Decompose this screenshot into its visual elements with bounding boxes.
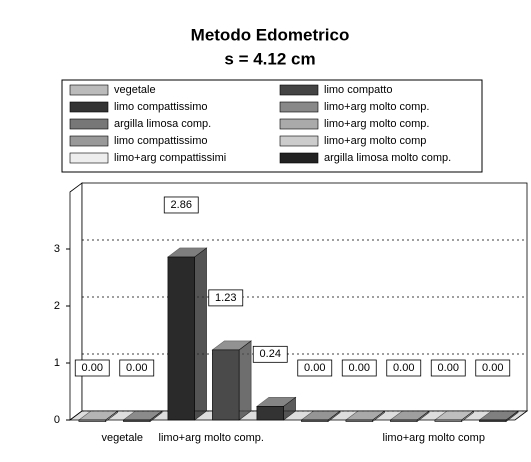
legend-box bbox=[61, 79, 483, 173]
value-label-box bbox=[208, 289, 244, 307]
value-label-box bbox=[475, 359, 511, 377]
value-label-box bbox=[119, 359, 155, 377]
bar bbox=[167, 256, 195, 421]
legend-swatch bbox=[279, 135, 319, 147]
chart-title: Metodo Edometrico bbox=[191, 25, 350, 44]
legend-label: limo+arg molto comp bbox=[324, 135, 426, 147]
value-label: 0.00 bbox=[82, 362, 103, 374]
legend-swatch bbox=[279, 84, 319, 96]
legend-swatch bbox=[69, 135, 109, 147]
bar bbox=[123, 419, 151, 422]
y-tick-label: 0 bbox=[54, 414, 60, 426]
value-label: 0.00 bbox=[438, 362, 459, 374]
legend-swatch bbox=[279, 152, 319, 164]
value-label: 0.24 bbox=[260, 348, 281, 360]
value-label: 2.86 bbox=[171, 199, 192, 211]
x-tick-label: limo+arg molto comp bbox=[383, 432, 485, 444]
bar bbox=[434, 419, 462, 422]
value-label: 0.00 bbox=[304, 362, 325, 374]
value-label-box bbox=[163, 196, 199, 214]
value-label-box bbox=[74, 359, 110, 377]
value-label-box bbox=[430, 359, 466, 377]
bar-side bbox=[238, 340, 252, 421]
legend-swatch bbox=[69, 152, 109, 164]
legend-label: limo compattissimo bbox=[114, 135, 208, 147]
value-label-box bbox=[386, 359, 422, 377]
y-tick-label: 2 bbox=[54, 300, 60, 312]
legend-label: limo compattissimo bbox=[114, 101, 208, 113]
chart-subtitle: s = 4.12 cm bbox=[224, 49, 315, 68]
legend-label: argilla limosa comp. bbox=[114, 118, 211, 130]
legend-label: limo+arg molto comp. bbox=[324, 101, 429, 113]
value-label-box bbox=[297, 359, 333, 377]
legend-swatch bbox=[69, 101, 109, 113]
y-tick-label: 3 bbox=[54, 243, 60, 255]
legend-label: argilla limosa molto comp. bbox=[324, 152, 451, 164]
legend-label: vegetale bbox=[114, 84, 156, 96]
bar bbox=[390, 419, 418, 422]
x-tick-label: vegetale bbox=[101, 432, 143, 444]
legend-label: limo compatto bbox=[324, 84, 392, 96]
value-label: 0.00 bbox=[482, 362, 503, 374]
bar bbox=[479, 419, 507, 422]
bar bbox=[345, 419, 373, 422]
value-label: 0.00 bbox=[126, 362, 147, 374]
value-label-box bbox=[341, 359, 377, 377]
bar-side bbox=[194, 247, 207, 421]
legend-swatch bbox=[279, 118, 319, 130]
y-tick-label: 1 bbox=[54, 357, 60, 369]
value-label: 0.00 bbox=[393, 362, 414, 374]
legend-swatch bbox=[69, 84, 109, 96]
x-tick-label: limo+arg molto comp. bbox=[159, 432, 264, 444]
bar bbox=[212, 349, 240, 421]
bar bbox=[78, 419, 106, 422]
legend-label: limo+arg molto comp. bbox=[324, 118, 429, 130]
back-wall bbox=[69, 182, 83, 421]
bar bbox=[301, 419, 329, 422]
legend-swatch bbox=[279, 101, 319, 113]
legend-label: limo+arg compattissimi bbox=[114, 152, 226, 164]
legend-swatch bbox=[69, 118, 109, 130]
value-label: 0.00 bbox=[349, 362, 370, 374]
value-label-box bbox=[252, 345, 288, 363]
bar bbox=[256, 406, 284, 421]
value-label: 1.23 bbox=[215, 292, 236, 304]
